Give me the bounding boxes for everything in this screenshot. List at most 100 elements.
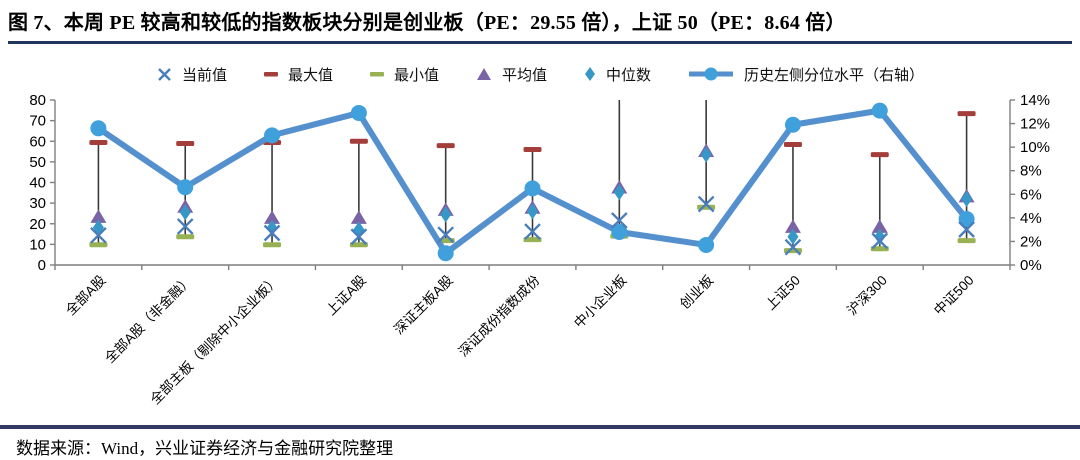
percentile-point bbox=[698, 236, 715, 253]
left-axis-tick-label: 80 bbox=[29, 92, 46, 109]
average-marker bbox=[264, 210, 281, 224]
legend-item-percentile-line: 历史左侧分位水平（右轴） bbox=[687, 64, 924, 85]
percentile-point bbox=[437, 245, 454, 262]
average-marker bbox=[90, 209, 107, 223]
left-axis-tick-label: 70 bbox=[29, 113, 46, 130]
left-axis-tick-label: 40 bbox=[29, 175, 46, 192]
max-marker bbox=[523, 147, 542, 152]
source-note: 数据来源：Wind，兴业证券经济与金融研究院整理 bbox=[16, 439, 394, 458]
max-marker bbox=[349, 138, 368, 144]
bottom-divider bbox=[0, 425, 1080, 429]
right-axis-tick-label: 4% bbox=[1020, 210, 1042, 227]
right-axis-tick-label: 12% bbox=[1020, 116, 1050, 133]
median-marker bbox=[874, 228, 886, 245]
left-axis-tick-label: 20 bbox=[29, 216, 46, 233]
figure-title: 图 7、本周 PE 较高和较低的指数板块分别是创业板（PE：29.55 倍），上… bbox=[8, 12, 846, 34]
current-marker bbox=[263, 224, 281, 242]
current-marker bbox=[784, 238, 802, 256]
percentile-point bbox=[264, 127, 281, 144]
legend-item-current: 当前值 bbox=[156, 64, 227, 85]
left-axis-tick-label: 10 bbox=[29, 236, 46, 253]
min-dash-icon bbox=[369, 72, 384, 77]
max-marker bbox=[89, 139, 108, 145]
x-axis-label: 创业板 bbox=[677, 272, 717, 312]
median-marker bbox=[527, 203, 538, 220]
average-marker bbox=[350, 210, 367, 224]
x-axis-label: 深证成份指数成份 bbox=[456, 272, 543, 359]
max-marker bbox=[783, 142, 802, 148]
current-marker bbox=[90, 226, 107, 244]
chart-legend: 当前值 最大值 最小值 平均值 中位数 bbox=[0, 61, 1080, 87]
min-marker bbox=[957, 238, 976, 244]
x-axis-label: 沪深300 bbox=[844, 273, 890, 319]
current-marker bbox=[350, 228, 368, 246]
percentile-point bbox=[350, 104, 367, 121]
min-marker bbox=[89, 242, 108, 248]
right-axis-tick-label: 10% bbox=[1020, 139, 1050, 156]
max-marker bbox=[870, 152, 889, 158]
median-marker bbox=[961, 191, 973, 207]
left-axis-tick-label: 60 bbox=[29, 133, 46, 150]
legend-label-median: 中位数 bbox=[606, 66, 652, 84]
right-axis-tick-label: 0% bbox=[1020, 257, 1042, 274]
x-axis-label: 中小企业板 bbox=[570, 271, 629, 330]
diamond-marker-icon bbox=[585, 67, 596, 81]
median-marker bbox=[440, 206, 452, 223]
x-axis-label: 全部A股（非金融） bbox=[101, 272, 195, 366]
current-marker bbox=[437, 226, 455, 244]
median-marker bbox=[179, 204, 191, 221]
current-marker bbox=[176, 218, 194, 235]
min-marker bbox=[176, 234, 195, 240]
legend-item-min: 最小值 bbox=[369, 64, 439, 85]
percentile-point bbox=[871, 102, 888, 119]
legend-label-max: 最大值 bbox=[287, 66, 333, 84]
x-marker-icon bbox=[158, 67, 171, 81]
max-marker bbox=[436, 143, 455, 149]
legend-label-percentile-line: 历史左侧分位水平（右轴） bbox=[744, 66, 925, 84]
percentile-point bbox=[784, 116, 801, 133]
legend-item-median: 中位数 bbox=[583, 64, 651, 85]
average-marker bbox=[871, 219, 888, 233]
left-axis-tick-label: 0 bbox=[38, 257, 46, 274]
median-marker bbox=[787, 228, 799, 245]
triangle-marker-icon bbox=[477, 68, 491, 80]
line-marker-icon bbox=[689, 67, 734, 81]
current-marker bbox=[524, 223, 541, 240]
percentile-point bbox=[958, 211, 975, 228]
min-marker bbox=[523, 237, 542, 243]
x-axis-label: 深证主板A股 bbox=[391, 272, 456, 337]
legend-label-current: 当前值 bbox=[181, 66, 227, 84]
right-axis-tick-label: 8% bbox=[1020, 163, 1042, 180]
left-axis-tick-label: 30 bbox=[29, 195, 46, 212]
min-marker bbox=[870, 246, 889, 252]
current-marker bbox=[958, 221, 975, 238]
legend-label-average: 平均值 bbox=[502, 66, 548, 84]
average-marker bbox=[784, 219, 801, 233]
x-axis-label: 上证50 bbox=[763, 273, 803, 313]
min-marker bbox=[349, 242, 368, 248]
x-axis-label: 中证500 bbox=[931, 273, 977, 319]
percentile-point bbox=[611, 224, 628, 240]
title-divider bbox=[8, 41, 1072, 44]
current-marker bbox=[871, 232, 889, 250]
percentile-point bbox=[177, 179, 194, 196]
x-axis-label: 上证A股 bbox=[323, 272, 369, 318]
current-marker bbox=[610, 212, 628, 229]
current-marker bbox=[697, 195, 715, 213]
x-axis-label: 全部A股 bbox=[62, 271, 109, 318]
percentile-point bbox=[524, 180, 541, 197]
percentile-point bbox=[90, 120, 107, 137]
legend-item-average: 平均值 bbox=[475, 64, 547, 85]
max-marker bbox=[957, 111, 976, 117]
legend-item-max: 最大值 bbox=[263, 64, 333, 85]
legend-label-min: 最小值 bbox=[393, 66, 439, 84]
median-marker bbox=[613, 184, 625, 201]
left-axis-tick-label: 50 bbox=[29, 154, 46, 171]
median-marker bbox=[700, 146, 712, 163]
max-dash-icon bbox=[263, 72, 278, 77]
min-marker bbox=[263, 242, 282, 248]
right-axis-tick-label: 14% bbox=[1020, 92, 1050, 109]
right-axis-tick-label: 2% bbox=[1020, 233, 1042, 250]
